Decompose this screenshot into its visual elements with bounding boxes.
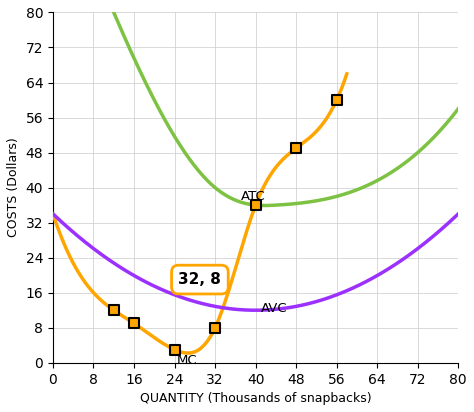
Point	[333, 97, 340, 103]
Y-axis label: COSTS (Dollars): COSTS (Dollars)	[7, 138, 20, 237]
Text: ATC: ATC	[240, 190, 265, 203]
Point	[252, 202, 259, 208]
X-axis label: QUANTITY (Thousands of snapbacks): QUANTITY (Thousands of snapbacks)	[140, 392, 372, 405]
Point	[110, 307, 118, 314]
Text: 32, 8: 32, 8	[178, 272, 221, 287]
Point	[292, 145, 300, 152]
Point	[130, 320, 138, 327]
Text: MC: MC	[177, 354, 198, 367]
Text: AVC: AVC	[261, 302, 287, 314]
Point	[211, 324, 219, 331]
Point	[171, 346, 178, 353]
